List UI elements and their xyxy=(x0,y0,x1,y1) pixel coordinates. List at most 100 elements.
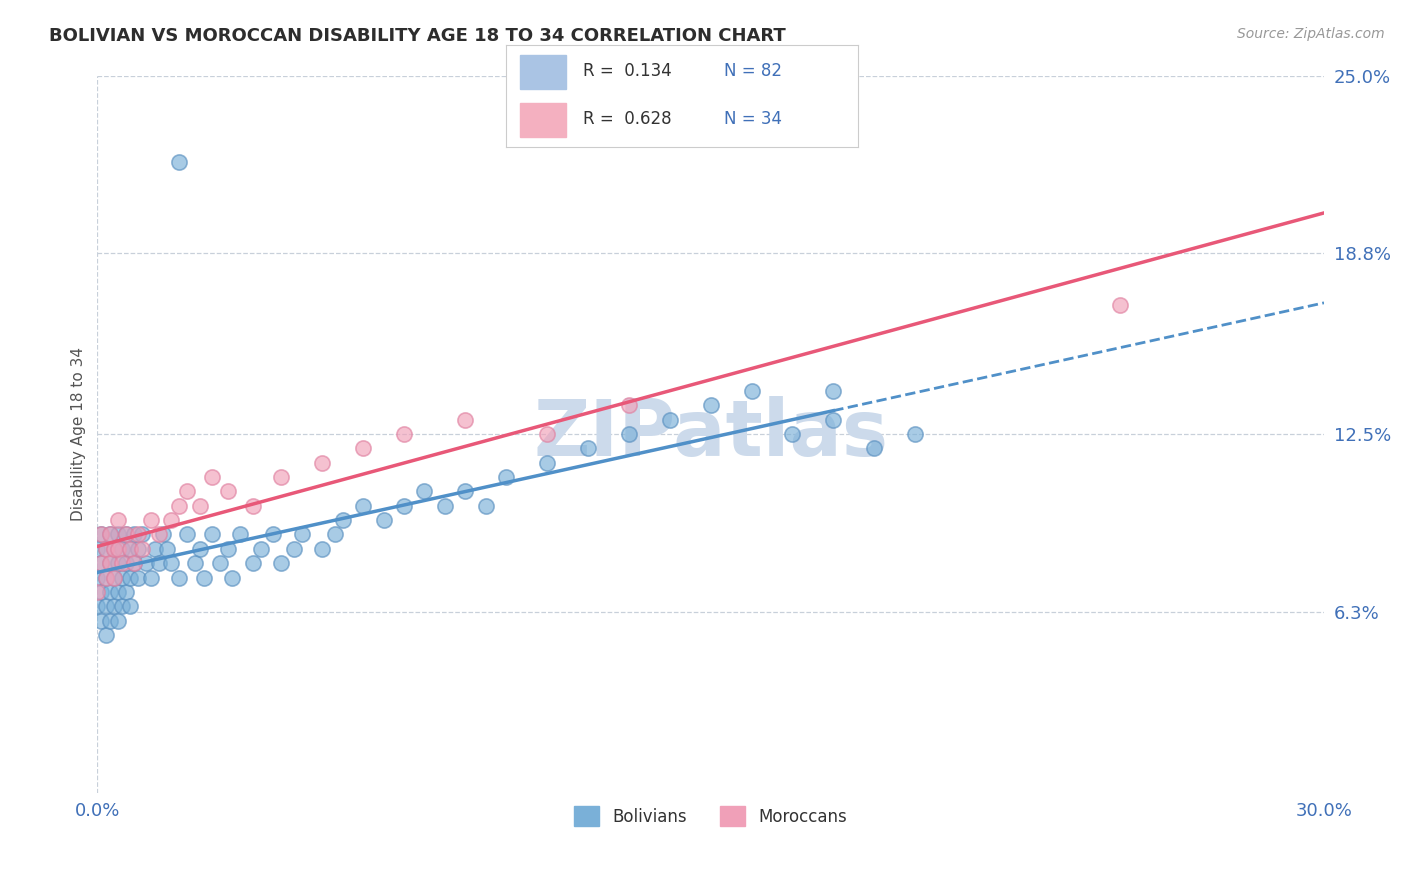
Point xyxy=(167,499,190,513)
Point xyxy=(107,513,129,527)
Point xyxy=(148,527,170,541)
Text: Source: ZipAtlas.com: Source: ZipAtlas.com xyxy=(1237,27,1385,41)
Point xyxy=(86,599,108,614)
Point xyxy=(658,413,681,427)
Point xyxy=(617,398,640,412)
Point xyxy=(127,570,149,584)
Text: N = 82: N = 82 xyxy=(724,62,782,80)
Point xyxy=(122,556,145,570)
Point xyxy=(103,570,125,584)
Point xyxy=(323,527,346,541)
Point xyxy=(111,556,134,570)
Point xyxy=(229,527,252,541)
Point xyxy=(217,541,239,556)
Point xyxy=(283,541,305,556)
Point xyxy=(291,527,314,541)
Point xyxy=(495,470,517,484)
Point xyxy=(904,427,927,442)
Text: R =  0.628: R = 0.628 xyxy=(583,111,672,128)
Point xyxy=(139,513,162,527)
Point xyxy=(167,570,190,584)
Point xyxy=(107,585,129,599)
Point xyxy=(311,456,333,470)
Point xyxy=(98,556,121,570)
Point xyxy=(373,513,395,527)
Point xyxy=(242,556,264,570)
Y-axis label: Disability Age 18 to 34: Disability Age 18 to 34 xyxy=(72,347,86,521)
Point xyxy=(131,541,153,556)
Point xyxy=(576,442,599,456)
Point xyxy=(352,499,374,513)
Point xyxy=(90,556,112,570)
Point xyxy=(86,585,108,599)
Point xyxy=(103,541,125,556)
Point xyxy=(94,541,117,556)
Point xyxy=(90,556,112,570)
Point xyxy=(94,599,117,614)
Point xyxy=(107,556,129,570)
Point xyxy=(122,556,145,570)
Text: ZIPatlas: ZIPatlas xyxy=(533,396,889,472)
Point xyxy=(94,570,117,584)
Point xyxy=(127,527,149,541)
Point xyxy=(98,585,121,599)
Point xyxy=(120,570,142,584)
Point xyxy=(143,541,166,556)
Point xyxy=(111,570,134,584)
Text: R =  0.134: R = 0.134 xyxy=(583,62,672,80)
Point xyxy=(454,484,477,499)
Point xyxy=(392,499,415,513)
Point xyxy=(176,527,198,541)
Point xyxy=(122,527,145,541)
Point xyxy=(201,470,224,484)
Point xyxy=(115,527,138,541)
Point xyxy=(103,541,125,556)
Point xyxy=(86,570,108,584)
Point xyxy=(823,384,845,398)
Point xyxy=(262,527,284,541)
Point xyxy=(111,541,134,556)
Point xyxy=(454,413,477,427)
Point xyxy=(115,556,138,570)
Point xyxy=(94,570,117,584)
Text: BOLIVIAN VS MOROCCAN DISABILITY AGE 18 TO 34 CORRELATION CHART: BOLIVIAN VS MOROCCAN DISABILITY AGE 18 T… xyxy=(49,27,786,45)
Bar xyxy=(520,55,565,88)
Point xyxy=(782,427,804,442)
Point xyxy=(536,456,558,470)
Point xyxy=(208,556,231,570)
Point xyxy=(332,513,354,527)
Point xyxy=(111,599,134,614)
Point xyxy=(107,614,129,628)
Point xyxy=(156,541,179,556)
Point xyxy=(250,541,273,556)
Point xyxy=(107,527,129,541)
Point xyxy=(1108,298,1130,312)
Point xyxy=(699,398,721,412)
Point xyxy=(823,413,845,427)
Point xyxy=(107,541,129,556)
Point xyxy=(242,499,264,513)
Legend: Bolivians, Moroccans: Bolivians, Moroccans xyxy=(565,797,856,835)
Point xyxy=(90,585,112,599)
Point xyxy=(311,541,333,556)
Point xyxy=(115,585,138,599)
Point xyxy=(120,541,142,556)
Point xyxy=(392,427,415,442)
Point xyxy=(148,556,170,570)
Point xyxy=(127,541,149,556)
Point xyxy=(90,614,112,628)
Point xyxy=(98,614,121,628)
Point xyxy=(115,527,138,541)
Bar xyxy=(520,103,565,137)
Point xyxy=(167,154,190,169)
Point xyxy=(413,484,436,499)
Point xyxy=(201,527,224,541)
Point xyxy=(98,556,121,570)
Point xyxy=(86,541,108,556)
Point xyxy=(135,556,157,570)
Point xyxy=(184,556,207,570)
Point xyxy=(120,541,142,556)
Point xyxy=(160,513,183,527)
Point xyxy=(139,570,162,584)
Point xyxy=(741,384,763,398)
